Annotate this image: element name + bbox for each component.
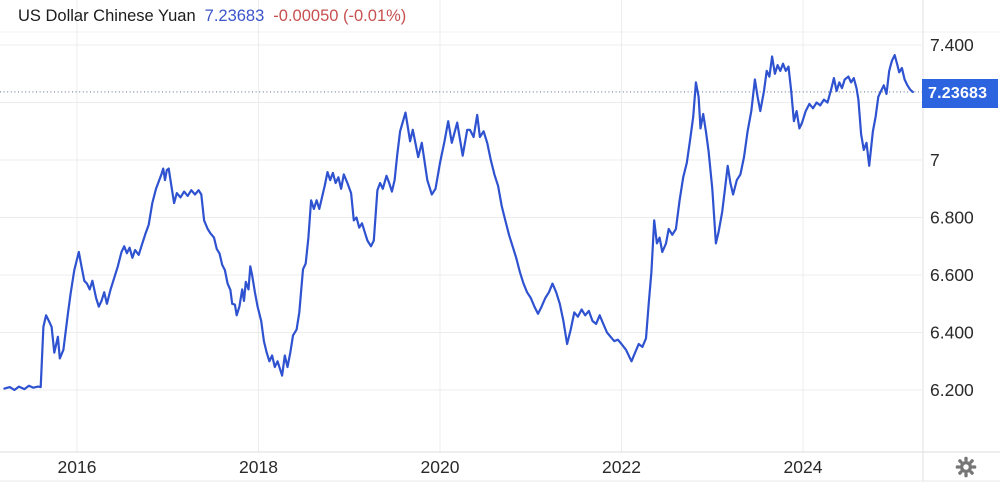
x-axis-label: 2018: [239, 457, 278, 477]
x-axis-label: 2024: [784, 457, 823, 477]
instrument-title: US Dollar Chinese Yuan: [18, 6, 196, 25]
y-axis-label: 6.200: [930, 380, 974, 400]
x-axis-label: 2022: [602, 457, 641, 477]
x-axis-label: 2020: [421, 457, 460, 477]
chart-header: US Dollar Chinese Yuan 7.23683 -0.00050 …: [18, 0, 406, 32]
y-axis-label: 6.800: [930, 208, 974, 228]
gear-icon: [955, 456, 977, 477]
x-axis-label: 2016: [58, 457, 97, 477]
y-axis-label: 7.400: [930, 35, 974, 55]
y-axis-label: 7: [930, 150, 940, 170]
price-line-series: [3, 54, 914, 392]
last-price-value: 7.23683: [204, 6, 265, 25]
price-change: -0.00050 (-0.01%): [273, 6, 407, 25]
y-axis-label: 6.400: [930, 323, 974, 343]
y-axis-label: 6.600: [930, 265, 974, 285]
settings-button[interactable]: [948, 452, 984, 481]
current-price-badge: 7.23683: [922, 79, 998, 108]
